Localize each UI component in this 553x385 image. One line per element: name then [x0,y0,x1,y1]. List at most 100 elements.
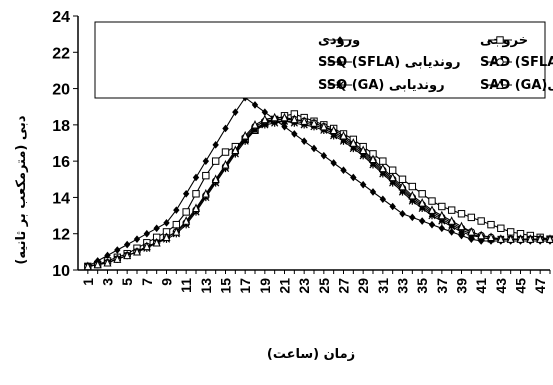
series-6-point [536,234,545,243]
legend-entry-6: روندیابیSAD (GA) [480,78,553,93]
series-1-point [428,220,436,229]
legend-entry-2: خروجی [480,33,528,48]
series-2-point [388,166,397,174]
series-1-point [389,202,396,211]
series-6-point [142,241,151,251]
series-6-point [270,112,279,122]
series-6-point [201,188,210,198]
series-1-point [114,246,121,254]
y-tick-label: 20 [52,82,70,99]
legend-entry-5: روندیابی SSQ (GA) [318,78,445,93]
series-1-point [222,124,229,133]
series-1-point [330,159,337,167]
series-6-point [398,181,407,191]
series-1-point [291,130,298,138]
series-6-point [437,210,446,220]
x-tick-label: 33 [395,278,411,294]
series-3 [84,117,553,270]
x-tick-label: 19 [257,278,273,294]
series-6-point [310,118,318,127]
x-axis-title: زمان (ساعت) [267,347,355,362]
series-1-point [163,219,170,227]
x-tick-label: 15 [218,278,234,294]
series-1-point [153,224,160,233]
x-tick-label: 43 [493,278,509,294]
series-1-point [173,206,180,214]
x-tick-label: 21 [277,278,293,294]
series-6-point [467,227,476,236]
series-1-point [182,190,190,198]
series-2-point [467,213,476,222]
series-2-point [221,148,230,156]
y-tick-label: 22 [52,45,70,62]
x-tick-label: 45 [513,278,529,294]
series-1-point [438,224,446,233]
series-6-point [408,190,417,200]
series-6-point [359,145,368,154]
series-6-point [280,112,289,122]
legend-box [94,21,546,99]
legend-entry-3: روندیابی SSQ (SFLA) [318,55,460,70]
series-1-point [359,180,367,189]
series-2-point [497,224,505,232]
series-1-point [202,157,210,165]
series-2-point [477,217,485,225]
series-1-point [143,229,151,238]
x-tick-label: 29 [355,278,371,294]
series-6-point [123,250,132,260]
series-2-point [398,175,407,183]
series-2-point [192,190,200,198]
series-1-point [369,188,377,196]
series-6-point [339,130,348,140]
series-6-point [241,130,250,140]
series-1-point [320,151,328,160]
series-6-point [349,138,358,147]
series-6-point [546,234,553,243]
series-6-point [182,216,191,225]
x-tick-label: 11 [178,278,194,293]
series-1 [84,93,553,271]
y-tick-label: 16 [52,154,70,171]
series-6-point [290,114,299,124]
series-6-point [231,145,240,154]
series-6-point [152,237,161,247]
series-2-point [457,210,466,218]
y-tick-label: 24 [52,9,70,26]
series-4 [84,115,553,271]
series-1-point [350,173,357,182]
series-2-point [182,208,190,216]
x-tick-label: 3 [100,278,116,286]
legend-swatch-marker [496,36,504,44]
legend-swatch-marker [336,36,344,44]
series-6-point [378,163,387,173]
series-6-point [457,221,466,231]
series-6-point [496,234,505,243]
x-tick-label: 25 [316,278,332,294]
series-2-point [172,220,181,229]
series-2-point [418,190,426,198]
x-tick-label: 27 [336,278,352,294]
series-5 [84,117,553,271]
series-6-point [113,254,122,263]
series-6-point [300,116,309,125]
series-6-point [418,197,427,207]
legend-entry-4: روندیابی SAD (SFLA) [480,55,553,70]
series-1-point [133,235,141,243]
series-6-point [133,246,141,256]
legend-label: روندیابی SSQ (SFLA) [318,55,460,70]
x-tick-label: 39 [454,278,470,294]
series-6-point [172,227,181,236]
series-6-point [516,234,525,243]
series-1-point [310,144,318,153]
series-1-point [409,213,416,222]
series-layer [83,93,553,271]
series-6-point [162,232,171,242]
series-1-point [261,108,269,116]
x-tick-label: 37 [434,278,450,294]
legend-swatch-marker [496,80,504,89]
legend: ورودی خروجی روندیابی SSQ (SFLA) روندیابی SA… [94,21,553,99]
series-2-point [438,202,446,211]
y-tick-label: 18 [52,118,70,135]
series-6-point [221,159,230,169]
